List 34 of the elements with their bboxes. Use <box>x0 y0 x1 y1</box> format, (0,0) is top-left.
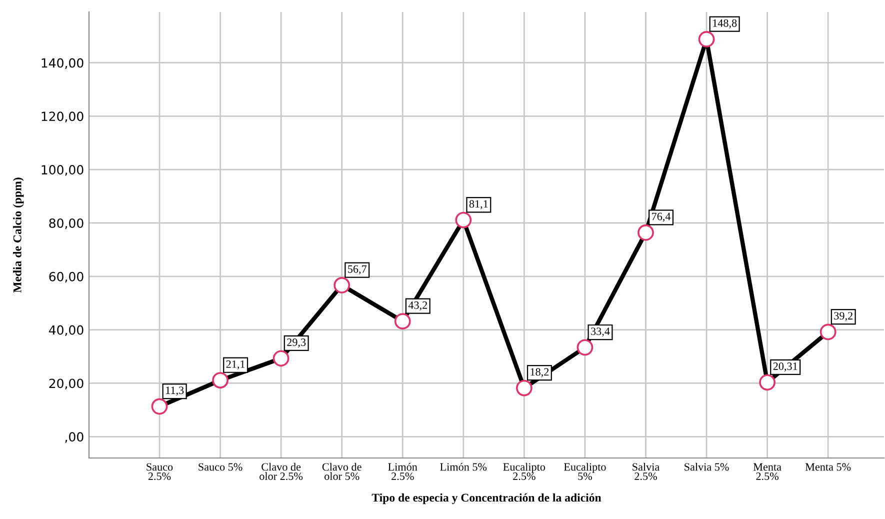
data-label: 18,2 <box>530 368 549 378</box>
x-tick-label: Clavo de olor 2.5% <box>260 462 303 480</box>
y-tick-label: 100,00 <box>42 165 84 176</box>
data-label: 20,31 <box>773 362 798 372</box>
y-tick-label: 20,00 <box>49 378 84 390</box>
x-tick-label: Eucalipto 2.5% <box>503 462 546 480</box>
x-tick-label: Limón 2.5% <box>388 462 418 480</box>
x-tick-label: Sauco 5% <box>198 463 242 471</box>
y-axis-title: Media de Calcio (ppm) <box>13 178 24 293</box>
data-label: 148,8 <box>713 19 737 28</box>
data-label: 76,4 <box>652 212 671 222</box>
data-label: 33,4 <box>591 328 610 337</box>
y-tick-label: 60,00 <box>49 272 84 283</box>
x-tick-label: Limón 5% <box>440 462 487 471</box>
x-tick-label: Salvia 5% <box>684 462 729 471</box>
y-tick-label: ,00 <box>65 432 84 443</box>
x-tick-label: Menta 2.5% <box>753 463 782 480</box>
data-label: 43,2 <box>408 301 428 310</box>
data-label: 39,2 <box>834 312 852 322</box>
data-label: 11,3 <box>166 386 184 396</box>
x-axis-title: Tipo de especia y Concentración de la adición <box>372 493 602 504</box>
y-tick-label: 140,00 <box>42 58 84 69</box>
x-tick-label: Sauco 2.5% <box>146 463 173 480</box>
x-tick-label: Clavo de olor 5% <box>322 462 362 480</box>
x-tick-label: Menta 5% <box>805 463 851 471</box>
data-label: 21,1 <box>226 360 245 370</box>
x-tick-label: Eucalipto 5% <box>564 462 606 480</box>
data-label: 56,7 <box>348 265 367 274</box>
data-label: 81,1 <box>469 200 488 210</box>
y-tick-label: 80,00 <box>49 218 84 230</box>
y-tick-label: 40,00 <box>48 325 84 336</box>
data-label: 29,3 <box>287 338 306 348</box>
y-tick-label: 120,00 <box>42 112 84 122</box>
x-tick-label: Salvia 2.5% <box>632 462 660 480</box>
